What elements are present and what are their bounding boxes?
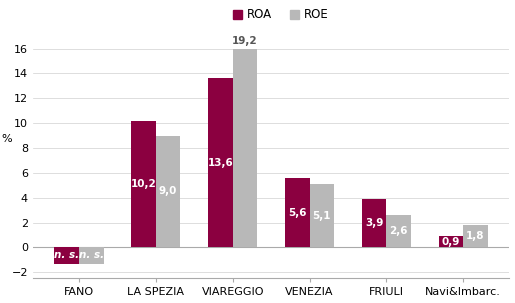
Text: 10,2: 10,2 bbox=[131, 179, 157, 189]
Legend: ROA, ROE: ROA, ROE bbox=[228, 4, 333, 26]
Text: n. s.: n. s. bbox=[54, 251, 79, 261]
Text: 1,8: 1,8 bbox=[466, 231, 485, 241]
Bar bbox=[362, 199, 386, 247]
Text: 2,6: 2,6 bbox=[389, 226, 408, 236]
Bar bbox=[439, 236, 463, 247]
Bar bbox=[386, 215, 411, 247]
Text: 19,2: 19,2 bbox=[232, 35, 258, 45]
Text: 0,9: 0,9 bbox=[442, 237, 460, 247]
Bar bbox=[156, 135, 180, 247]
Bar bbox=[79, 247, 104, 264]
Bar bbox=[285, 178, 310, 247]
Bar bbox=[208, 78, 233, 247]
Text: n. s.: n. s. bbox=[79, 251, 104, 261]
Y-axis label: %: % bbox=[2, 134, 12, 144]
Bar bbox=[131, 121, 156, 247]
Text: 5,6: 5,6 bbox=[288, 208, 306, 218]
Text: 9,0: 9,0 bbox=[159, 186, 177, 196]
Bar bbox=[463, 225, 488, 247]
Bar bbox=[310, 184, 334, 247]
Text: 3,9: 3,9 bbox=[365, 218, 383, 228]
Text: 5,1: 5,1 bbox=[313, 211, 331, 221]
Bar bbox=[233, 48, 258, 247]
Bar bbox=[55, 247, 79, 264]
Text: 13,6: 13,6 bbox=[208, 158, 233, 168]
